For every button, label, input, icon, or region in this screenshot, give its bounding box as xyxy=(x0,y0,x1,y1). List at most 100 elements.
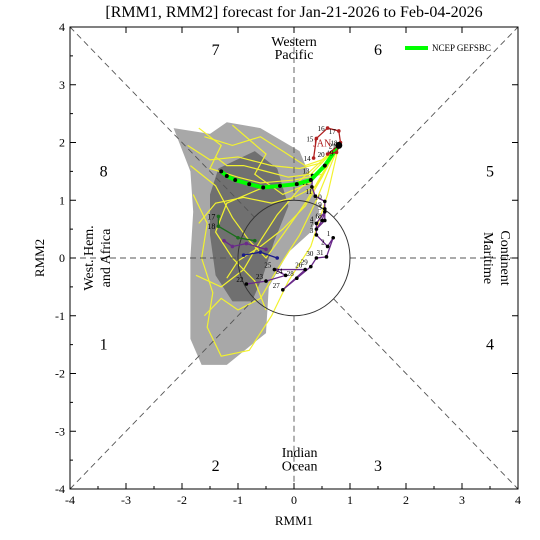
earlier-path-point xyxy=(295,276,299,281)
diagonal-guide xyxy=(69,298,255,490)
earlier-path-day-label: 29 xyxy=(301,259,309,267)
x-tick-label: -4 xyxy=(65,493,75,507)
earlier-path-point xyxy=(314,221,319,226)
earlier-path-day-label: 22 xyxy=(236,276,244,284)
member-point-label: 18 xyxy=(207,222,215,231)
legend: NCEP GEFSBC xyxy=(405,43,491,53)
earlier-path-point xyxy=(283,273,288,278)
phase-number-8: 8 xyxy=(100,163,108,180)
ensemble-mean-point xyxy=(278,183,282,188)
earlier-path-day-label: 11 xyxy=(306,188,313,196)
ensemble-mean-point xyxy=(247,182,252,187)
x-tick-label: 1 xyxy=(347,493,353,507)
earlier-path-day-label: 6 xyxy=(316,212,320,220)
observed-day-label: 14 xyxy=(304,155,312,163)
ensemble-mean-point xyxy=(261,185,266,190)
ensemble-member-line xyxy=(232,124,340,196)
observed-path-point xyxy=(337,129,341,133)
observed-day-label: 18 xyxy=(330,140,338,148)
y-tick-label: 1 xyxy=(59,193,65,207)
earlier-path-day-label: 4 xyxy=(310,215,314,223)
observed-day-label: 16 xyxy=(318,125,326,133)
member-path-point xyxy=(230,244,235,249)
y-axis-label: RMM2 xyxy=(32,239,47,277)
y-tick-label: 2 xyxy=(59,136,65,150)
earlier-path-day-label: 8 xyxy=(318,212,322,220)
region-label-maritime-continent: Continent xyxy=(497,230,512,285)
member-path-point xyxy=(216,224,221,229)
earlier-path-point xyxy=(281,287,285,292)
member-path-point xyxy=(258,250,263,255)
earlier-path-point xyxy=(331,235,336,240)
x-tick-label: 3 xyxy=(459,493,465,507)
ensemble-member-line xyxy=(192,145,340,357)
member-path-line xyxy=(217,216,255,242)
region-label-west-hem-africa: West. Hem. xyxy=(82,225,97,290)
earlier-path-point xyxy=(320,218,324,223)
legend-label: NCEP GEFSBC xyxy=(432,43,491,53)
earlier-path-point xyxy=(303,267,308,272)
observed-day-label: 15 xyxy=(306,135,314,143)
ensemble-member-line xyxy=(198,145,340,224)
earlier-path-point xyxy=(310,185,314,189)
earlier-path-day-label: 30 xyxy=(306,250,314,258)
observed-day-label: 21 xyxy=(329,142,337,150)
earlier-path-point xyxy=(323,218,327,223)
region-label-indian-ocean: Indian xyxy=(282,446,318,461)
phase-number-4: 4 xyxy=(486,337,494,354)
diagonal-guide xyxy=(69,26,255,218)
y-tick-label: -2 xyxy=(55,367,65,381)
observed-month-label: JAN xyxy=(313,139,331,150)
earlier-path-point xyxy=(264,279,268,283)
observed-path-point xyxy=(325,126,330,130)
unit-circle xyxy=(237,199,351,317)
member-path-point xyxy=(275,256,280,260)
phase-number-7: 7 xyxy=(212,42,220,59)
earlier-path-day-label: 7 xyxy=(310,221,314,229)
earlier-path-point xyxy=(325,244,330,249)
member-path-point xyxy=(241,253,246,257)
earlier-path-point xyxy=(314,227,319,231)
observed-day-label: 20 xyxy=(318,151,326,159)
member-point-label: 17 xyxy=(207,212,215,221)
chart-title: [RMM1, RMM2] forecast for Jan-21-2026 to… xyxy=(105,4,482,21)
x-tick-label: 4 xyxy=(515,493,521,507)
observed-path-point xyxy=(335,141,343,149)
x-axis-label: RMM1 xyxy=(275,513,313,528)
earlier-path-point xyxy=(314,233,319,237)
observed-path-point xyxy=(334,150,339,155)
ensemble-member-line xyxy=(203,145,340,317)
member-path-point xyxy=(236,235,240,240)
y-tick-label: -3 xyxy=(55,424,65,438)
earlier-path-day-label: 2 xyxy=(321,238,325,246)
earlier-path-day-label: 23 xyxy=(256,273,264,281)
earlier-path-day-label: 1 xyxy=(327,230,331,238)
earlier-path-day-label: 10 xyxy=(315,193,323,201)
earlier-path-point xyxy=(309,264,313,269)
phase-number-1: 1 xyxy=(100,337,108,354)
ensemble-mean-point xyxy=(308,178,313,183)
member-path-point xyxy=(264,247,268,252)
phase-guides xyxy=(69,26,519,490)
ensemble-mean-point xyxy=(224,173,229,178)
ensemble-mean-point xyxy=(294,182,299,187)
y-tick-label: 3 xyxy=(59,78,65,92)
earlier-path-day-label: 28 xyxy=(287,270,295,278)
earlier-path-point xyxy=(314,256,319,260)
observed-path-point xyxy=(325,152,330,156)
diagonal-guide xyxy=(333,26,519,218)
x-tick-label: -2 xyxy=(177,493,187,507)
region-label-indian-ocean: Ocean xyxy=(282,460,318,475)
observed-day-label: 17 xyxy=(329,128,337,136)
ensemble-member-line xyxy=(215,144,340,178)
earlier-path-day-label: 31 xyxy=(316,249,324,257)
ensemble-member-line xyxy=(190,145,340,259)
earlier-path-day-label: 5 xyxy=(318,204,322,212)
member-path-point xyxy=(244,241,249,246)
region-label-maritime-continent: Maritime xyxy=(480,232,495,284)
x-tick-label: 2 xyxy=(403,493,409,507)
region-label-west-hem-africa: and Africa xyxy=(99,228,114,287)
